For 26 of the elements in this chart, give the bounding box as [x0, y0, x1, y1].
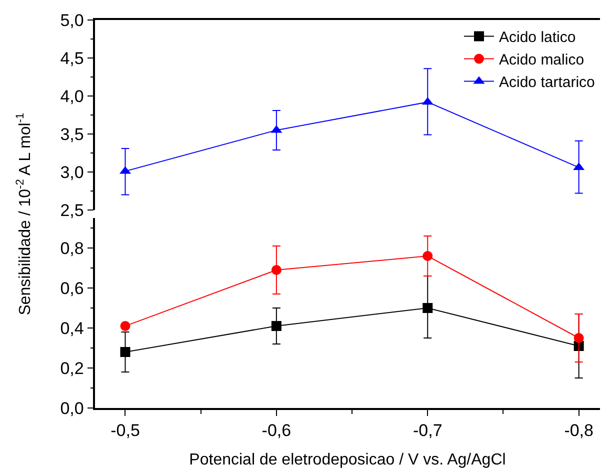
- y-tick-label: 2,5: [60, 200, 84, 220]
- y-tick-label: 3,0: [60, 162, 84, 182]
- x-tick-label: -0,7: [412, 421, 442, 440]
- point: [574, 333, 584, 343]
- legend-label: Acido tartarico: [499, 74, 595, 92]
- y-tick-label: 0,4: [60, 318, 84, 338]
- point: [422, 303, 433, 313]
- x-tick-label: -0,8: [564, 421, 594, 440]
- y-tick-label: 4,5: [60, 48, 84, 68]
- legend-label: Acido latico: [499, 29, 576, 46]
- y-tick-label: 0,0: [60, 398, 84, 418]
- x-tick-label: -0,6: [262, 421, 292, 440]
- y-tick-label: 0,6: [60, 278, 84, 298]
- point: [422, 251, 433, 261]
- y-tick-label: 4,0: [60, 86, 84, 106]
- point: [120, 347, 130, 357]
- x-tick-label: -0,5: [110, 421, 140, 440]
- x-axis-title: Potencial de eletrodeposicao / V vs. Ag/AgCl: [189, 451, 506, 468]
- y-tick-label: 3,5: [60, 124, 84, 144]
- point: [271, 265, 282, 275]
- legend-label: Acido malico: [499, 52, 584, 69]
- y-tick-label: 5,0: [60, 10, 84, 30]
- point: [271, 321, 282, 331]
- y-tick-label: 0,2: [60, 358, 84, 378]
- y-tick-label: 0,8: [60, 238, 84, 258]
- point: [120, 321, 130, 331]
